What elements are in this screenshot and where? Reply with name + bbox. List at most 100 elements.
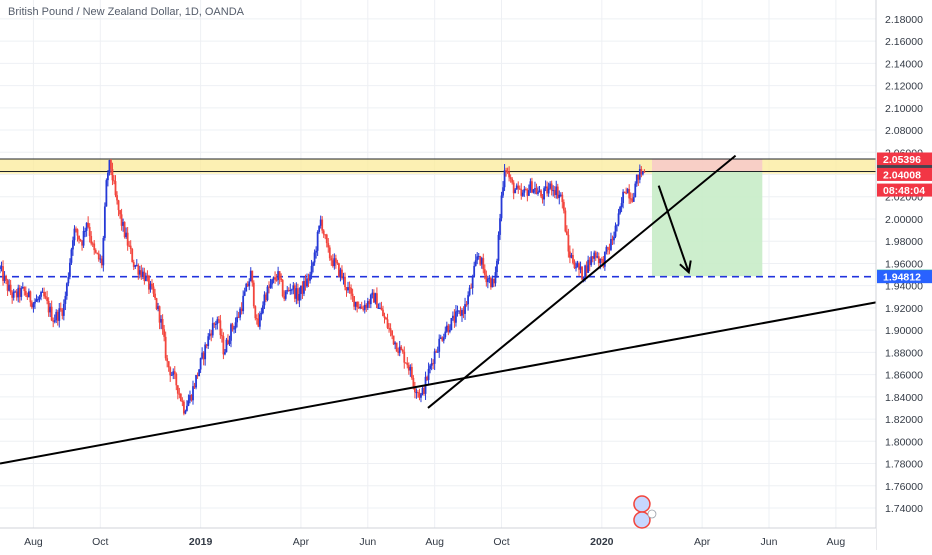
candle-body <box>205 344 208 346</box>
candle-body <box>564 210 567 232</box>
position-risk-area[interactable] <box>651 159 763 172</box>
candle-body <box>319 219 322 226</box>
candle-body <box>67 276 70 284</box>
candle-body <box>161 319 164 330</box>
candle-body <box>537 192 539 194</box>
candle-body <box>258 314 261 327</box>
candle-body <box>37 299 39 301</box>
candle-body <box>158 306 161 323</box>
candle-body <box>122 222 125 226</box>
candle-body <box>14 291 17 293</box>
price-tick-label: 1.80000 <box>885 436 923 448</box>
candle-body <box>369 294 372 305</box>
candle-body <box>70 249 73 263</box>
candle-body <box>11 292 14 298</box>
candle-body <box>187 400 190 406</box>
candle-body <box>254 306 257 319</box>
candle-body <box>588 259 591 265</box>
candle-body <box>280 278 283 281</box>
candle-body <box>224 352 226 355</box>
candle-body <box>192 386 194 401</box>
candle-body <box>144 275 147 282</box>
time-tick-label: Aug <box>425 536 444 548</box>
candle-body <box>225 339 228 353</box>
candle-body <box>432 363 435 365</box>
candle-body <box>617 213 620 225</box>
candle-body <box>365 304 368 308</box>
trendline[interactable] <box>0 301 877 465</box>
candle-body <box>155 298 158 310</box>
candle-body <box>523 188 526 193</box>
candle-body <box>72 240 74 250</box>
candle-body <box>227 339 229 344</box>
candle-body <box>322 230 325 235</box>
candle-body <box>120 214 123 226</box>
candle-body <box>470 287 473 289</box>
price-tick-label: 1.92000 <box>885 303 923 315</box>
candle-body <box>312 262 314 266</box>
candle-body <box>497 234 500 261</box>
candle-body <box>409 366 412 371</box>
candle-body <box>90 235 93 244</box>
candle-body <box>82 230 85 246</box>
candle-body <box>316 231 319 251</box>
candle-body <box>214 324 217 326</box>
candle-body <box>581 266 583 280</box>
down-arrow-shaft[interactable] <box>657 185 690 273</box>
candle-body <box>471 276 474 289</box>
candle-body <box>140 270 143 277</box>
candle-body <box>517 185 520 189</box>
candle-body <box>8 284 11 291</box>
candle-body <box>435 351 438 353</box>
candle-body <box>488 277 491 279</box>
candle-body <box>578 263 580 270</box>
candle-body <box>489 277 492 288</box>
candle-body <box>509 177 512 179</box>
candle-body <box>334 258 337 263</box>
candle-body <box>447 325 450 332</box>
candle-body <box>616 224 618 226</box>
candle-body <box>23 286 26 292</box>
candle-body <box>27 291 30 298</box>
candle-body <box>69 262 71 277</box>
candle-body <box>107 172 109 181</box>
candle-body <box>179 393 182 402</box>
candle-body <box>465 304 468 306</box>
candle-body <box>148 276 150 290</box>
candle-body <box>374 293 377 303</box>
candle-body <box>552 190 555 192</box>
position-reward-area[interactable] <box>651 171 763 277</box>
candle-body <box>473 265 476 277</box>
event-count-badge[interactable] <box>647 509 657 519</box>
candle-body <box>368 301 371 305</box>
trendline[interactable] <box>427 154 737 409</box>
candle-body <box>445 325 448 332</box>
candle-body <box>242 295 245 312</box>
event-flag-icon[interactable] <box>633 511 651 529</box>
event-flag-icon[interactable] <box>633 495 651 513</box>
candle-body <box>110 160 112 170</box>
candle-body <box>338 263 340 277</box>
candle-body <box>300 285 302 295</box>
candle-body <box>99 258 102 260</box>
candle-body <box>79 239 82 241</box>
candle-body <box>622 191 625 204</box>
candle-body <box>3 276 6 281</box>
down-arrow-head[interactable] <box>679 260 692 275</box>
candle-body <box>341 269 343 279</box>
price-tick-label: 2.16000 <box>885 36 923 48</box>
price-tag-box <box>877 167 932 181</box>
price-tick-label: 1.78000 <box>885 459 923 471</box>
candle-body <box>534 188 536 190</box>
candle-body <box>499 218 501 235</box>
candle-body <box>477 256 480 258</box>
candle-body <box>505 170 507 172</box>
candle-body <box>53 320 56 322</box>
candle-body <box>538 190 541 193</box>
candle-body <box>626 189 629 194</box>
candle-body <box>327 243 330 248</box>
candle-body <box>363 304 366 310</box>
candle-body <box>379 307 381 309</box>
